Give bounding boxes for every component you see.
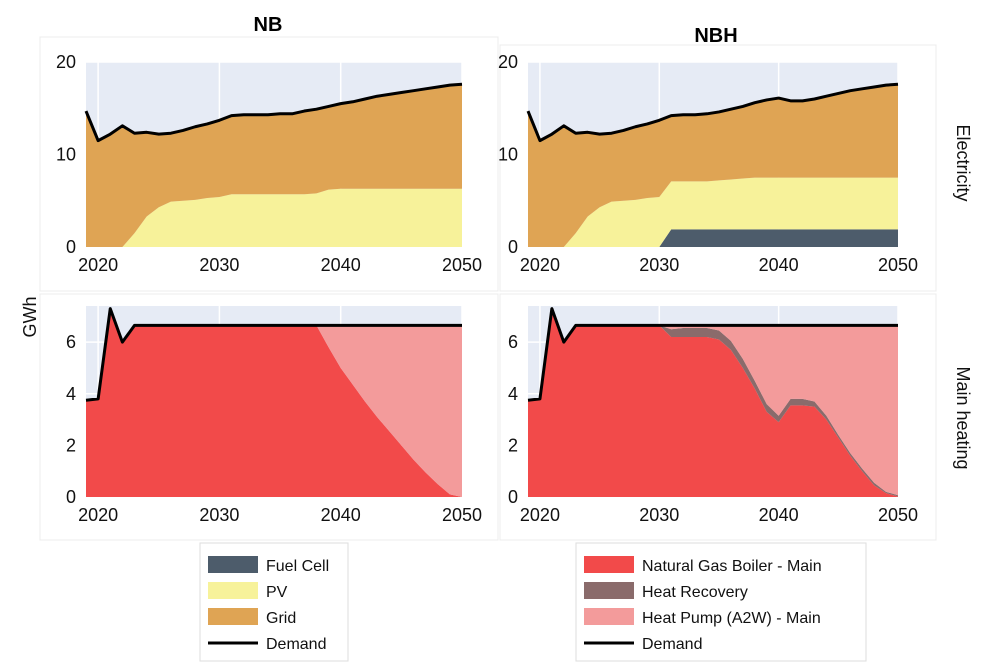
legend-entry: Fuel Cell bbox=[208, 556, 329, 575]
y-tick-label: 2 bbox=[66, 435, 76, 455]
row-label-main-heating: Main heating bbox=[953, 366, 973, 469]
area-fuel-cell bbox=[528, 229, 898, 247]
legend-label: Demand bbox=[266, 636, 326, 653]
y-tick-label: 2 bbox=[508, 435, 518, 455]
x-tick-label: 2050 bbox=[878, 505, 918, 525]
panel-heating-nbh: 2020 2030 2040 2050 0 2 4 6 bbox=[499, 293, 937, 541]
y-tick-label: 6 bbox=[66, 332, 76, 352]
area-pv bbox=[528, 177, 898, 247]
legend-label: Grid bbox=[266, 610, 296, 627]
legend-entry: Demand bbox=[208, 636, 326, 653]
legend-label: Heat Pump (A2W) - Main bbox=[642, 610, 821, 627]
x-tick-label: 2030 bbox=[199, 255, 239, 275]
x-tick-label: 2040 bbox=[759, 255, 799, 275]
x-tick-label: 2030 bbox=[639, 505, 679, 525]
legend-label: Demand bbox=[642, 636, 702, 653]
y-tick-label: 10 bbox=[498, 145, 518, 165]
legend-label: Fuel Cell bbox=[266, 558, 329, 575]
legend-swatch bbox=[584, 556, 634, 573]
area-heat-pump bbox=[86, 308, 462, 497]
y-tick-label: 0 bbox=[508, 237, 518, 257]
legend-swatch bbox=[208, 582, 258, 599]
legend-2: Natural Gas Boiler - Main Heat Recovery He… bbox=[575, 542, 867, 662]
legend-1: Fuel Cell PV Grid Demand bbox=[199, 542, 349, 662]
legend-entry: Heat Recovery bbox=[584, 582, 748, 601]
y-tick-label: 0 bbox=[66, 237, 76, 257]
y-tick-label: 20 bbox=[56, 52, 76, 72]
demand-line bbox=[85, 307, 462, 402]
x-tick-label: 2020 bbox=[78, 505, 118, 525]
area-natural-gas-boiler bbox=[86, 308, 462, 497]
x-tick-label: 2020 bbox=[78, 255, 118, 275]
x-tick-label: 2050 bbox=[442, 255, 482, 275]
y-tick-label: 4 bbox=[66, 384, 76, 404]
x-tick-label: 2040 bbox=[759, 505, 799, 525]
legend-swatch bbox=[584, 608, 634, 625]
legend-entry: Grid bbox=[208, 608, 296, 627]
legend-entry: Demand bbox=[584, 636, 702, 653]
legend-entry: Heat Pump (A2W) - Main bbox=[584, 608, 821, 627]
y-tick-label: 6 bbox=[508, 332, 518, 352]
panel-heating-nb: 2020 2030 2040 2050 0 2 4 6 bbox=[39, 293, 499, 541]
panel-electricity-nbh: 2020 2030 2040 2050 0 10 20 bbox=[498, 44, 937, 292]
demand-line bbox=[526, 82, 899, 143]
x-tick-label: 2020 bbox=[520, 505, 560, 525]
area-pv bbox=[86, 188, 462, 247]
x-tick-label: 2030 bbox=[199, 505, 239, 525]
x-tick-label: 2050 bbox=[442, 505, 482, 525]
x-tick-label: 2020 bbox=[520, 255, 560, 275]
x-tick-label: 2030 bbox=[639, 255, 679, 275]
legend-label: Natural Gas Boiler - Main bbox=[642, 558, 822, 575]
y-tick-label: 20 bbox=[498, 52, 518, 72]
demand-line bbox=[84, 82, 463, 143]
legend-label: Heat Recovery bbox=[642, 584, 748, 601]
y-tick-label: 0 bbox=[66, 487, 76, 507]
row-label-electricity: Electricity bbox=[953, 124, 973, 201]
area-heat-pump bbox=[528, 308, 898, 496]
legend-entry: Natural Gas Boiler - Main bbox=[584, 556, 822, 575]
x-tick-label: 2040 bbox=[321, 255, 361, 275]
legend-swatch bbox=[208, 608, 258, 625]
y-tick-label: 10 bbox=[56, 145, 76, 165]
x-tick-label: 2050 bbox=[878, 255, 918, 275]
legend-swatch bbox=[584, 582, 634, 599]
y-tick-label: 0 bbox=[508, 487, 518, 507]
column-title-nbh: NBH bbox=[694, 25, 737, 47]
demand-line bbox=[527, 307, 898, 402]
x-tick-label: 2040 bbox=[321, 505, 361, 525]
y-axis-label: GWh bbox=[20, 296, 40, 337]
area-grid bbox=[86, 84, 462, 247]
column-title-nb: NB bbox=[254, 14, 283, 36]
area-natural-gas-boiler bbox=[528, 308, 898, 497]
legend-label: PV bbox=[266, 584, 288, 601]
area-grid bbox=[528, 84, 898, 247]
panel-electricity-nb: 2020 2030 2040 2050 0 10 20 bbox=[39, 36, 499, 292]
legend-entry: PV bbox=[208, 582, 288, 601]
legend-swatch bbox=[208, 556, 258, 573]
y-tick-label: 4 bbox=[508, 384, 518, 404]
